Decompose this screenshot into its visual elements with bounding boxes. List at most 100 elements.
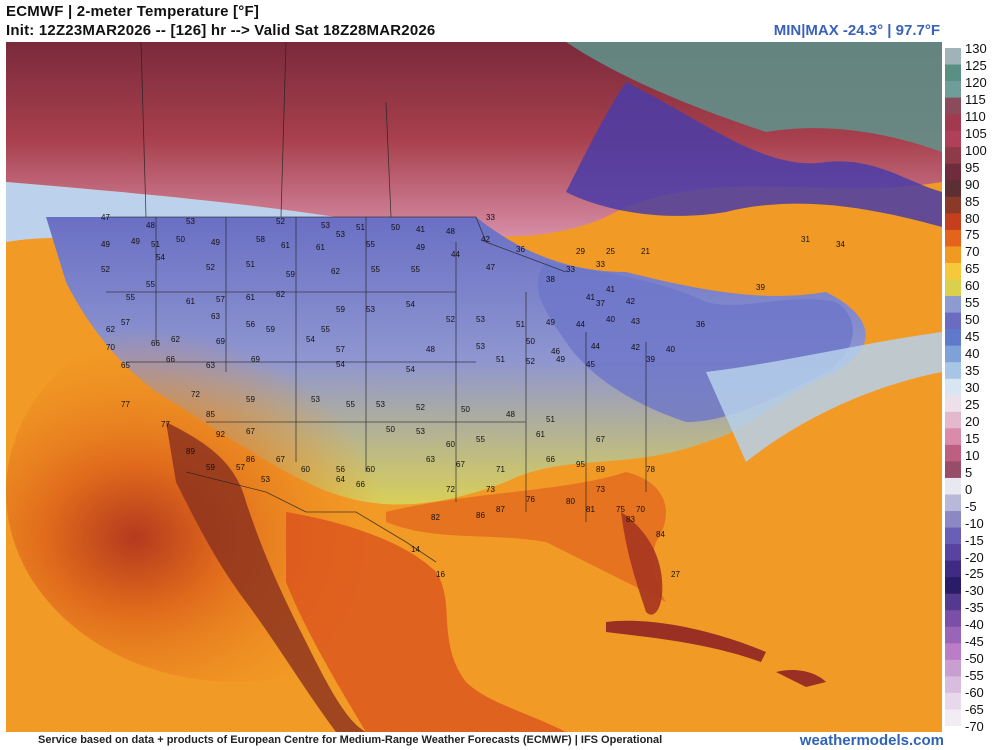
legend-color-bar — [945, 48, 961, 726]
station-temp-label: 70 — [106, 343, 115, 352]
map-title: ECMWF | 2-meter Temperature [°F] — [6, 3, 260, 20]
legend-tick-label: 50 — [965, 312, 980, 328]
us-mexico-border — [185, 471, 437, 563]
brand-link[interactable]: weathermodels.com — [799, 732, 944, 749]
station-temp-label: 40 — [666, 345, 675, 354]
legend-tick-label: -60 — [965, 685, 984, 701]
legend-tick-label: 0 — [965, 481, 973, 497]
color-scale-legend: 130 125 120 115 110 105 100 95 90 85 80 75 70 65 60 55 5… — [945, 41, 1000, 733]
station-temp-label: 52 — [526, 357, 535, 366]
station-temp-label: 47 — [101, 213, 110, 222]
station-temp-label: 51 — [496, 355, 505, 364]
station-temp-label: 53 — [186, 217, 195, 226]
data-credit: Service based on data + products of Euro… — [38, 734, 663, 746]
station-temp-label: 47 — [486, 263, 495, 272]
station-temp-label: 56 — [246, 320, 255, 329]
station-temp-label: 48 — [506, 410, 515, 419]
station-temp-label: 66 — [356, 480, 365, 489]
station-temp-label: 53 — [321, 221, 330, 230]
station-temp-label: 75 — [616, 505, 625, 514]
legend-swatch — [945, 48, 961, 66]
station-temp-label: 53 — [311, 395, 320, 404]
station-temp-label: 55 — [476, 435, 485, 444]
station-temp-label: 39 — [756, 283, 765, 292]
legend-tick-label: 55 — [965, 295, 980, 311]
legend-swatch — [945, 196, 961, 214]
station-temp-label: 80 — [566, 497, 575, 506]
station-temp-label: 89 — [596, 465, 605, 474]
station-temp-label: 33 — [566, 265, 575, 274]
legend-tick-label: 30 — [965, 380, 980, 395]
footer: Service based on data + products of Euro… — [0, 732, 1000, 750]
legend-tick-label: 130 — [965, 41, 987, 56]
station-temp-label: 53 — [366, 305, 375, 314]
station-temp-label: 52 — [446, 315, 455, 324]
station-temp-label: 31 — [801, 235, 810, 244]
station-temp-label: 57 — [216, 295, 225, 304]
station-temp-label: 41 — [416, 225, 425, 234]
legend-swatch — [945, 130, 961, 148]
legend-swatch — [945, 560, 961, 578]
station-temp-label: 60 — [446, 440, 455, 449]
legend-tick-label: 40 — [965, 346, 980, 362]
station-temp-label: 57 — [121, 318, 130, 327]
station-temp-label: 63 — [426, 455, 435, 464]
station-temp-label: 63 — [211, 312, 220, 321]
station-temp-label: 56 — [336, 465, 345, 474]
station-temp-label: 49 — [546, 318, 555, 327]
station-temp-label: 61 — [316, 243, 325, 252]
station-temp-label: 42 — [481, 235, 490, 244]
station-temp-label: 52 — [101, 265, 110, 274]
legend-swatch — [945, 676, 961, 694]
station-temp-label: 45 — [586, 360, 595, 369]
station-temp-label: 61 — [186, 297, 195, 306]
station-temp-label: 54 — [406, 300, 415, 309]
legend-swatch — [945, 114, 961, 132]
station-temp-label: 51 — [546, 415, 555, 424]
florida-peninsula — [621, 512, 663, 615]
legend-tick-label: 90 — [965, 176, 980, 192]
station-temp-label: 50 — [176, 235, 185, 244]
legend-tick-label: 85 — [965, 193, 980, 209]
legend-tick-label: -55 — [965, 668, 984, 684]
station-temp-label: 77 — [161, 420, 170, 429]
legend-swatch — [945, 81, 961, 99]
legend-swatch — [945, 362, 961, 380]
legend-tick-label: 65 — [965, 261, 980, 277]
station-temp-label: 25 — [606, 247, 615, 256]
station-temp-label: 69 — [251, 355, 260, 364]
legend-tick-label: -25 — [965, 566, 984, 582]
legend-swatch — [945, 593, 961, 611]
legend-tick-label: -5 — [965, 498, 977, 514]
station-temp-label: 62 — [331, 267, 340, 276]
legend-swatch — [945, 709, 961, 726]
legend-swatch — [945, 64, 961, 82]
legend-swatch — [945, 643, 961, 661]
legend-tick-label: 105 — [965, 125, 987, 141]
station-temp-label: 27 — [671, 570, 680, 579]
legend-swatch — [945, 147, 961, 165]
station-temp-label: 86 — [476, 511, 485, 520]
legend-swatch — [945, 527, 961, 545]
station-temp-label: 43 — [631, 317, 640, 326]
station-temp-label: 48 — [146, 221, 155, 230]
station-temp-label: 41 — [586, 293, 595, 302]
legend-swatch — [945, 444, 961, 462]
legend-swatch — [945, 626, 961, 644]
legend-tick-label: 25 — [965, 396, 980, 412]
station-temp-label: 50 — [386, 425, 395, 434]
station-temp-label: 95 — [576, 460, 585, 469]
station-temp-label: 33 — [596, 260, 605, 269]
station-temp-label: 53 — [476, 315, 485, 324]
station-temp-label: 60 — [366, 465, 375, 474]
station-temp-label: 59 — [246, 395, 255, 404]
station-temp-label: 51 — [246, 260, 255, 269]
legend-swatch — [945, 262, 961, 281]
legend-swatch — [945, 461, 961, 479]
legend-swatch — [945, 511, 961, 529]
station-temp-label: 72 — [446, 485, 455, 494]
legend-swatch — [945, 692, 961, 710]
legend-swatch — [945, 577, 961, 595]
legend-tick-label: -30 — [965, 583, 984, 599]
